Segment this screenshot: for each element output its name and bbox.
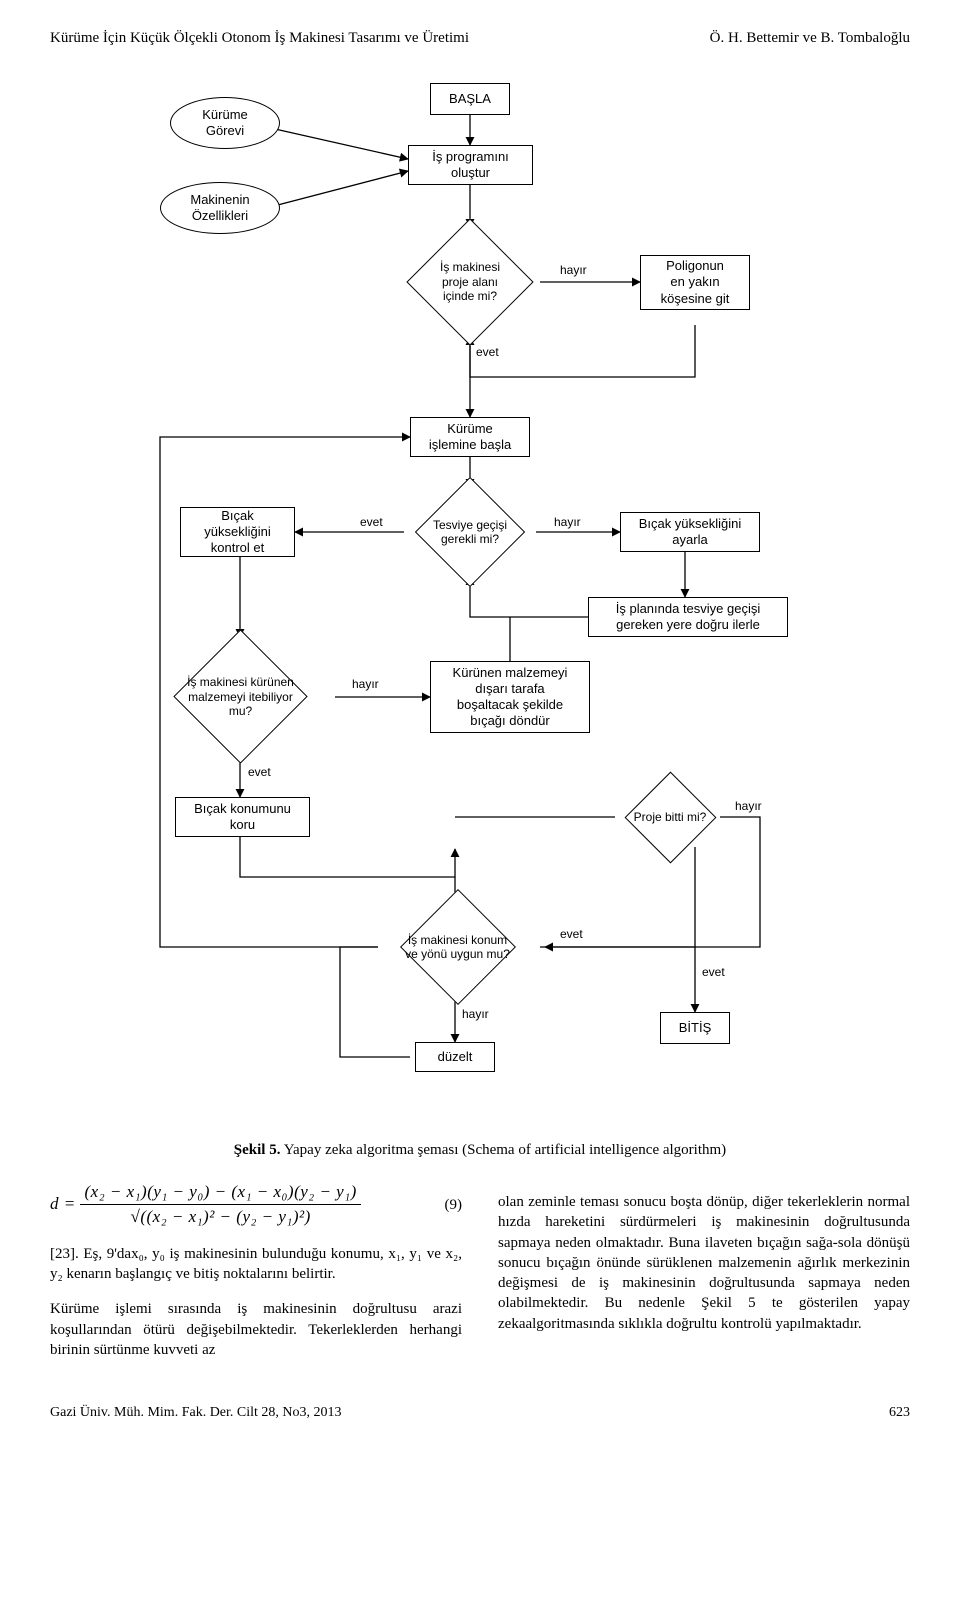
node-bosalt: Kürünen malzemeyi dışarı tarafa boşaltac… bbox=[430, 661, 590, 733]
node-is-plani: İş planında tesviye geçişi gereken yere … bbox=[588, 597, 788, 637]
node-konum-koru: Bıçak konumunu koru bbox=[175, 797, 310, 837]
node-start: BAŞLA bbox=[430, 83, 510, 115]
node-duzelt: düzelt bbox=[415, 1042, 495, 1072]
node-proje-bitti: Proje bitti mi? bbox=[610, 777, 730, 857]
figure-caption: Şekil 5. Yapay zeka algoritma şeması (Sc… bbox=[50, 1142, 910, 1159]
node-itebiliyor: İş makinesi kürünen malzemeyi itebiliyor… bbox=[148, 637, 333, 757]
right-para: olan zeminle teması sonucu boşta dönüp, … bbox=[498, 1192, 910, 1334]
footer-right: 623 bbox=[889, 1405, 910, 1421]
node-proje-alani: İş makinesi proje alanı içinde mi? bbox=[400, 227, 540, 337]
equation-number: (9) bbox=[432, 1195, 462, 1215]
node-makine-ozellik: Makinenin Özellikleri bbox=[160, 182, 280, 234]
label-hayir-4: hayır bbox=[735, 799, 762, 813]
node-polygon: Poligonun en yakın köşesine git bbox=[640, 255, 750, 310]
node-bicak-kontrol: Bıçak yüksekliğini kontrol et bbox=[180, 507, 295, 557]
caption-text: Yapay zeka algoritma şeması (Schema of a… bbox=[284, 1142, 727, 1158]
node-tesviye: Tesviye geçişi gerekli mi? bbox=[404, 487, 536, 577]
label-hayir-1: hayır bbox=[560, 263, 587, 277]
label-hayir-5: hayır bbox=[462, 1007, 489, 1021]
node-bicak-ayarla: Bıçak yüksekliğini ayarla bbox=[620, 512, 760, 552]
page-footer: Gazi Üniv. Müh. Mim. Fak. Der. Cilt 28, … bbox=[50, 1405, 910, 1421]
left-column: d = (x₂ − x₁)(y₁ − y₀) − (x₁ − x₀)(y₂ − … bbox=[50, 1177, 462, 1375]
footer-left: Gazi Üniv. Müh. Mim. Fak. Der. Cilt 28, … bbox=[50, 1405, 342, 1421]
label-evet-5: evet bbox=[560, 927, 583, 941]
label-hayir-2: hayır bbox=[554, 515, 581, 529]
header-left: Kürüme İçin Küçük Ölçekli Otonom İş Maki… bbox=[50, 30, 469, 47]
node-konum-yon: İş makinesi konum ve yönü uygun mu? bbox=[370, 897, 545, 997]
node-bitis: BİTİŞ bbox=[660, 1012, 730, 1044]
right-column: olan zeminle teması sonucu boşta dönüp, … bbox=[498, 1177, 910, 1375]
label-evet-4: evet bbox=[702, 965, 725, 979]
left-para-1: [23]. Eş, 9'dax₀, y₀ iş makinesinin bulu… bbox=[50, 1244, 462, 1285]
left-para-2: Kürüme işlemi sırasında iş makinesinin d… bbox=[50, 1299, 462, 1360]
caption-label: Şekil 5. bbox=[234, 1142, 281, 1158]
equation-row: d = (x₂ − x₁)(y₁ − y₀) − (x₁ − x₀)(y₂ − … bbox=[50, 1181, 462, 1229]
label-evet-2: evet bbox=[360, 515, 383, 529]
flowchart: BAŞLA Kürüme Görevi Makinenin Özellikler… bbox=[140, 77, 820, 1127]
label-evet-1: evet bbox=[476, 345, 499, 359]
header-right: Ö. H. Bettemir ve B. Tombaloğlu bbox=[710, 30, 910, 47]
body-columns: d = (x₂ − x₁)(y₁ − y₀) − (x₁ − x₀)(y₂ − … bbox=[50, 1177, 910, 1375]
node-is-program: İş programını oluştur bbox=[408, 145, 533, 185]
label-hayir-3: hayır bbox=[352, 677, 379, 691]
node-kurume-basla: Kürüme işlemine başla bbox=[410, 417, 530, 457]
page-header: Kürüme İçin Küçük Ölçekli Otonom İş Maki… bbox=[50, 30, 910, 47]
node-kurume-gorevi: Kürüme Görevi bbox=[170, 97, 280, 149]
equation: d = (x₂ − x₁)(y₁ − y₀) − (x₁ − x₀)(y₂ − … bbox=[50, 1181, 432, 1229]
label-evet-3: evet bbox=[248, 765, 271, 779]
